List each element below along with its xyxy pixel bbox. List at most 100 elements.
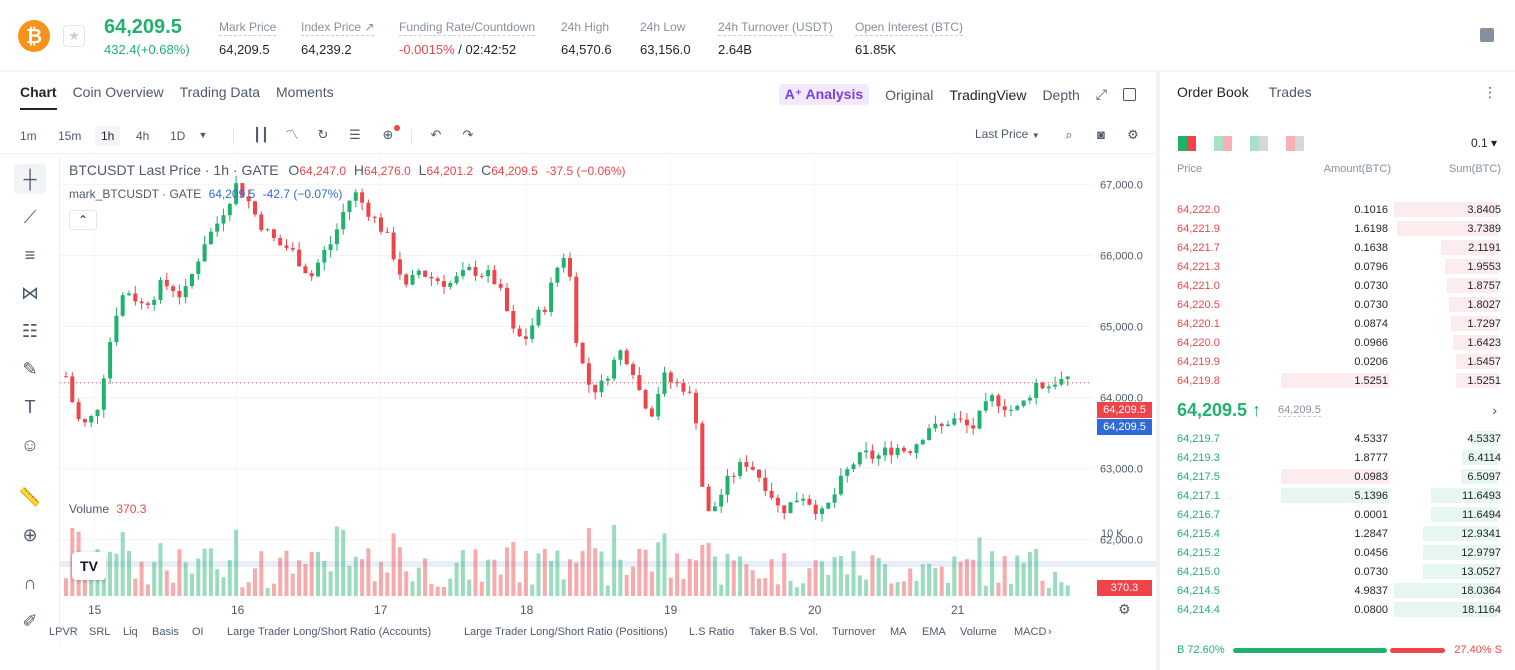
x-tick-label: 15 [88, 603, 102, 617]
stat-label[interactable]: Funding Rate/Countdown [399, 20, 536, 36]
bid-row[interactable]: 64,215.4 1.2847 12.9341 [1160, 524, 1515, 543]
search-icon[interactable]: ⌕ [1065, 127, 1073, 142]
indicator-11[interactable]: EMA [922, 626, 946, 638]
text-icon[interactable]: T [24, 397, 36, 417]
tab-coin-overview[interactable]: Coin Overview [72, 84, 164, 100]
indicator-12[interactable]: Volume [960, 626, 997, 638]
ask-row[interactable]: 64,221.7 0.1638 2.1191 [1160, 238, 1515, 257]
notebook-icon[interactable] [1480, 28, 1494, 42]
chevron-right-icon[interactable]: › [1492, 402, 1497, 418]
tab-chart[interactable]: Chart [20, 84, 57, 110]
indicator-3[interactable]: Basis [152, 626, 179, 638]
timeframe-1d[interactable]: 1D [170, 129, 186, 143]
indicator-13[interactable]: MACD [1014, 626, 1047, 638]
indicator-6[interactable]: Large Trader Long/Short Ratio (Positions… [464, 626, 668, 638]
tab-tradingview[interactable]: TradingView [949, 86, 1027, 103]
chart-canvas[interactable]: 67,000.0 66,000.0 65,000.0 64,000.0 63,000.0… [60, 156, 1156, 620]
view-buy-icon[interactable] [1250, 136, 1268, 151]
brush-icon[interactable]: ✎ [22, 359, 38, 379]
tab-ai-analysis[interactable]: A⁺ Analysis [778, 84, 870, 105]
add-icon[interactable]: ⊕ [382, 127, 394, 142]
timeframe-15m[interactable]: 15m [58, 129, 82, 143]
candle-body [1009, 409, 1013, 411]
collapse-legend-button[interactable]: ⌃ [69, 210, 97, 230]
indicator-7[interactable]: L.S Ratio [689, 626, 735, 638]
view-bids-icon[interactable] [1214, 136, 1232, 151]
timeframe-4h[interactable]: 4h [136, 129, 150, 143]
favorite-star-icon[interactable]: ★ [63, 25, 85, 47]
gear-icon[interactable]: ⚙ [1127, 127, 1139, 142]
window-icon[interactable] [1123, 88, 1136, 101]
expand-icon[interactable]: ⤢ [1095, 86, 1107, 102]
bid-row[interactable]: 64,216.7 0.0001 11.6494 [1160, 505, 1515, 524]
ask-row[interactable]: 64,220.0 0.0966 1.6423 [1160, 333, 1515, 352]
trend-line-icon[interactable]: ⟋ [23, 207, 37, 227]
indicator-9[interactable]: Turnover [832, 626, 876, 638]
refresh-icon[interactable]: ↻ [317, 127, 329, 142]
indicator-0[interactable]: LPVR [49, 626, 78, 638]
stat-label[interactable]: Mark Price [219, 20, 277, 36]
timeframe-1m[interactable]: 1m [20, 129, 37, 143]
indicator-5[interactable]: Large Trader Long/Short Ratio (Accounts) [227, 626, 432, 638]
crosshair-icon[interactable]: ┼ [14, 164, 46, 194]
stat-label[interactable]: 24h Turnover (USDT) [718, 20, 833, 36]
candlestick-type-icon[interactable]: ┃┃ [253, 127, 269, 142]
tab-depth[interactable]: Depth [1042, 86, 1080, 103]
indicator-icon[interactable]: 〽 [285, 127, 299, 142]
pencil-lock-icon[interactable]: ✐ [22, 611, 38, 631]
ask-row[interactable]: 64,221.0 0.0730 1.8757 [1160, 276, 1515, 295]
ask-row[interactable]: 64,220.1 0.0874 1.7297 [1160, 314, 1515, 333]
volume-bar [322, 560, 327, 596]
indicator-8[interactable]: Taker B.S Vol. [749, 626, 819, 638]
bid-row[interactable]: 64,219.3 1.8777 6.4114 [1160, 448, 1515, 467]
precision-select[interactable]: 0.1 ▾ [1470, 136, 1497, 150]
magnet-icon[interactable]: ∩ [23, 573, 37, 593]
stat-label[interactable]: Index Price ↗ [301, 20, 375, 36]
bid-row[interactable]: 64,214.4 0.0800 18.1164 [1160, 600, 1515, 619]
indicator-2[interactable]: Liq [123, 626, 138, 638]
candle-body [423, 270, 428, 277]
ask-row[interactable]: 64,219.9 0.0206 1.5457 [1160, 352, 1515, 371]
chevron-down-icon[interactable]: ▼ [198, 130, 208, 140]
tab-original[interactable]: Original [885, 86, 934, 103]
tab-trades[interactable]: Trades [1268, 84, 1312, 100]
candle-body [574, 276, 579, 343]
view-sell-icon[interactable] [1286, 136, 1304, 151]
settings-icon[interactable]: ⚙ [1118, 601, 1131, 617]
emoji-icon[interactable]: ☺ [20, 435, 40, 455]
undo-icon[interactable]: ↶ [430, 127, 442, 142]
pattern-icon[interactable]: ⋈ [21, 283, 39, 303]
view-both-icon[interactable] [1178, 136, 1196, 151]
timeframe-1h[interactable]: 1h [95, 126, 121, 146]
tab-trading-data[interactable]: Trading Data [179, 84, 261, 100]
volume-bar [517, 582, 522, 596]
tab-order-book[interactable]: Order Book [1177, 84, 1249, 100]
ask-row[interactable]: 64,220.5 0.0730 1.8027 [1160, 295, 1515, 314]
template-icon[interactable]: ☰ [349, 127, 361, 142]
indicator-4[interactable]: OI [192, 626, 204, 638]
ask-row[interactable]: 64,221.3 0.0796 1.9553 [1160, 257, 1515, 276]
stat-label[interactable]: Open Interest (BTC) [855, 20, 964, 36]
bid-row[interactable]: 64,217.5 0.0983 6.5097 [1160, 467, 1515, 486]
zoom-in-icon[interactable]: ⊕ [22, 525, 38, 545]
ruler-icon[interactable]: 📏 [18, 487, 42, 507]
bid-row[interactable]: 64,214.5 4.9837 18.0364 [1160, 581, 1515, 600]
price-chart[interactable]: 67,000.0 66,000.0 65,000.0 64,000.0 63,000.0… [60, 156, 1156, 646]
bid-row[interactable]: 64,217.1 5.1396 11.6493 [1160, 486, 1515, 505]
bid-row[interactable]: 64,215.0 0.0730 13.0527 [1160, 562, 1515, 581]
ask-row[interactable]: 64,222.0 0.1016 3.8405 [1160, 200, 1515, 219]
ask-row[interactable]: 64,221.9 1.6198 3.7389 [1160, 219, 1515, 238]
camera-icon[interactable]: ◙ [1097, 127, 1105, 142]
bid-row[interactable]: 64,215.2 0.0456 12.9797 [1160, 543, 1515, 562]
bid-row[interactable]: 64,219.7 4.5337 4.5337 [1160, 429, 1515, 448]
redo-icon[interactable]: ↷ [462, 127, 474, 142]
ask-row[interactable]: 64,219.8 1.5251 1.5251 [1160, 371, 1515, 390]
parallel-lines-icon[interactable]: ≡ [24, 245, 36, 265]
tab-moments[interactable]: Moments [276, 84, 334, 100]
fibonacci-icon[interactable]: ☷ [21, 321, 39, 341]
indicator-1[interactable]: SRL [89, 626, 111, 638]
price-source-select[interactable]: Last Price ▼ [975, 127, 1040, 141]
more-icon[interactable]: ⋮ [1483, 84, 1497, 100]
chevron-right-icon[interactable]: › [1048, 626, 1052, 638]
indicator-10[interactable]: MA [890, 626, 907, 638]
